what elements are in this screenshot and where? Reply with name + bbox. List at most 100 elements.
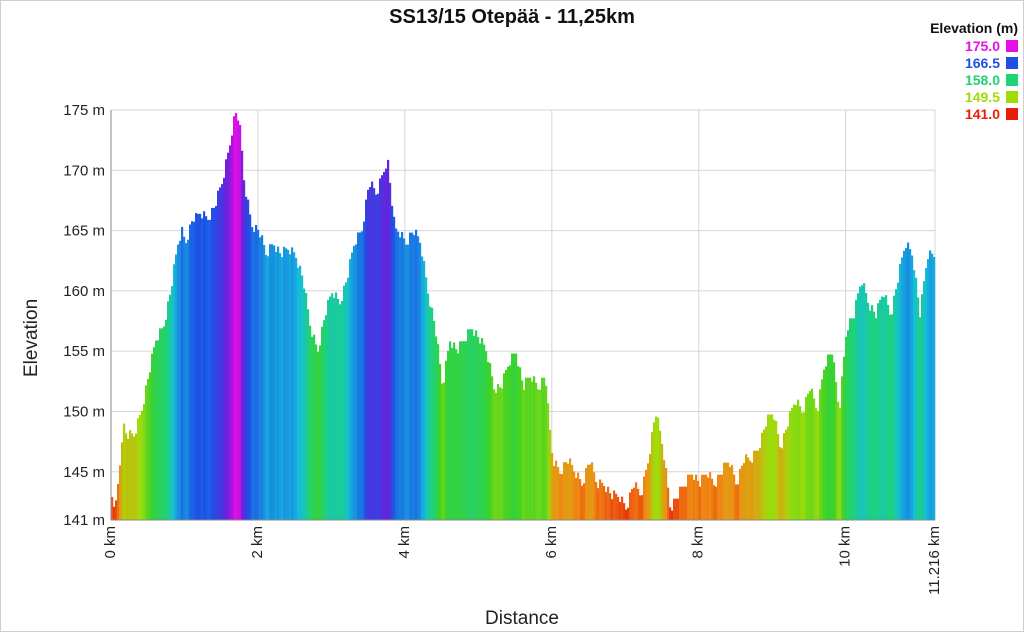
elevation-column (635, 482, 638, 520)
elevation-column (237, 120, 240, 520)
elevation-column (301, 275, 304, 520)
elevation-column (779, 447, 782, 520)
elevation-column (435, 336, 438, 520)
elevation-column (817, 411, 820, 520)
elevation-column (569, 458, 572, 520)
elevation-column (273, 245, 276, 520)
elevation-column (439, 363, 442, 520)
elevation-column (681, 486, 684, 520)
elevation-column (717, 474, 720, 520)
elevation-column (315, 344, 318, 520)
elevation-column (891, 314, 894, 520)
elevation-column (687, 474, 690, 520)
elevation-column (437, 344, 440, 520)
elevation-column (839, 407, 842, 520)
elevation-column (453, 342, 456, 520)
elevation-column (607, 486, 610, 520)
elevation-column (573, 471, 576, 520)
elevation-column (241, 150, 244, 520)
elevation-column (483, 344, 486, 520)
elevation-column (475, 330, 478, 520)
elevation-column (647, 463, 650, 520)
x-tick-label: 0 km (102, 526, 119, 559)
elevation-column (271, 244, 274, 521)
elevation-column (769, 414, 772, 520)
elevation-column (771, 414, 774, 520)
elevation-column (893, 295, 896, 520)
elevation-column (599, 479, 602, 520)
elevation-column (345, 282, 348, 520)
elevation-column (229, 145, 232, 520)
elevation-column (851, 318, 854, 520)
elevation-column (653, 422, 656, 520)
elevation-column (827, 354, 830, 520)
elevation-column (725, 462, 728, 520)
elevation-column (303, 288, 306, 520)
elevation-column (471, 329, 474, 520)
elevation-column (861, 285, 864, 520)
legend-entry: 175.0 (930, 38, 1018, 55)
elevation-column (255, 224, 258, 520)
elevation-column (277, 246, 280, 521)
legend-entry: 141.0 (930, 106, 1018, 123)
x-tick-label: 10 km (837, 526, 854, 567)
elevation-column (481, 338, 484, 520)
elevation-column (821, 379, 824, 520)
elevation-column (199, 213, 202, 521)
x-tick-label: 6 km (543, 526, 560, 559)
elevation-column (907, 242, 910, 521)
y-tick-label: 150 m (63, 403, 105, 420)
elevation-column (523, 389, 526, 520)
elevation-column (677, 498, 680, 520)
elevation-column (857, 293, 860, 520)
elevation-column (685, 486, 688, 520)
elevation-column (139, 414, 142, 520)
legend-swatch (1006, 74, 1018, 86)
elevation-column (777, 434, 780, 520)
elevation-column (885, 295, 888, 520)
elevation-column (719, 474, 722, 520)
elevation-column (181, 226, 184, 521)
elevation-column (561, 474, 564, 520)
elevation-column (417, 236, 420, 520)
elevation-column (113, 506, 116, 520)
elevation-column (815, 408, 818, 520)
elevation-column (187, 239, 190, 520)
elevation-column (819, 389, 822, 520)
elevation-column (501, 388, 504, 520)
elevation-column (379, 178, 382, 520)
legend-entry: 158.0 (930, 72, 1018, 89)
elevation-column (305, 293, 308, 520)
elevation-column (915, 277, 918, 520)
elevation-column (507, 366, 510, 520)
elevation-column (631, 489, 634, 520)
elevation-column (921, 294, 924, 520)
elevation-column (679, 486, 682, 520)
elevation-column (127, 438, 130, 520)
elevation-column (285, 248, 288, 520)
elevation-column (931, 253, 934, 520)
elevation-column (299, 265, 302, 520)
y-tick-label: 175 m (63, 102, 105, 119)
elevation-column (477, 336, 480, 520)
elevation-column (485, 351, 488, 520)
elevation-column (445, 360, 448, 520)
elevation-column (621, 496, 624, 520)
elevation-column (867, 302, 870, 520)
elevation-column (833, 362, 836, 520)
elevation-column (307, 309, 310, 520)
elevation-column (929, 250, 932, 521)
elevation-column (797, 399, 800, 520)
elevation-column (543, 377, 546, 520)
elevation-column (601, 482, 604, 520)
elevation-column (835, 382, 838, 520)
elevation-column (327, 299, 330, 520)
elevation-column (655, 416, 658, 520)
elevation-column (145, 385, 148, 520)
elevation-column (383, 171, 386, 520)
elevation-column (381, 175, 384, 520)
legend-entry-label: 149.5 (964, 89, 1000, 105)
elevation-column (633, 487, 636, 520)
elevation-column (691, 474, 694, 520)
elevation-column (293, 252, 296, 520)
